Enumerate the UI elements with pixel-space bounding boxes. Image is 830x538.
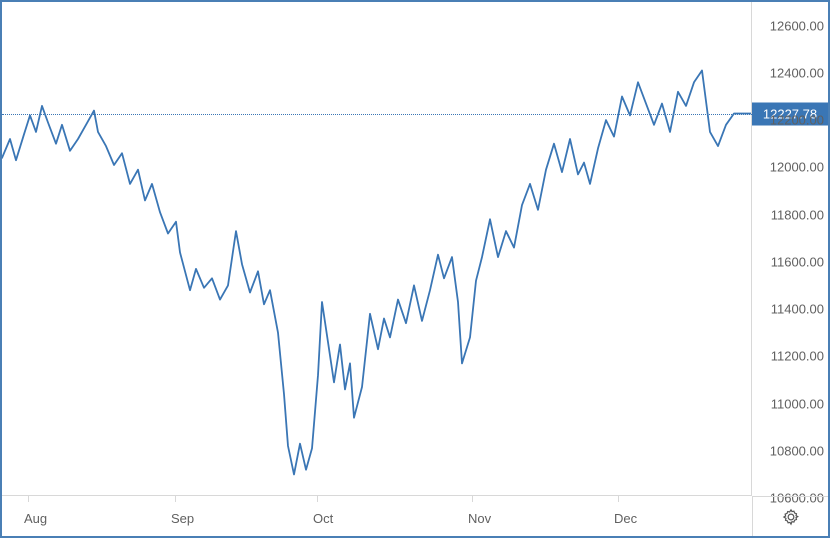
price-chart: 12227.78 10600.0010800.0011000.0011200.0… xyxy=(0,0,830,538)
y-tick-label: 12600.00 xyxy=(770,18,824,33)
current-price-line xyxy=(2,114,752,115)
y-tick-label: 11000.00 xyxy=(771,396,824,411)
x-tick-mark xyxy=(317,496,318,502)
y-tick-label: 11800.00 xyxy=(771,207,824,222)
x-tick-label: Aug xyxy=(24,511,47,526)
y-tick-label: 12200.00 xyxy=(770,113,824,128)
x-axis: Aug Sep Oct Nov Dec xyxy=(2,495,752,536)
y-axis-line xyxy=(751,2,752,496)
y-tick-label: 11400.00 xyxy=(771,302,824,317)
x-tick-mark xyxy=(28,496,29,502)
x-tick-label: Oct xyxy=(313,511,333,526)
x-tick-mark xyxy=(175,496,176,502)
y-tick-label: 12400.00 xyxy=(770,65,824,80)
x-tick-label: Dec xyxy=(614,511,637,526)
line-series xyxy=(2,2,754,498)
y-tick-label: 11200.00 xyxy=(771,349,824,364)
x-tick-label: Sep xyxy=(171,511,194,526)
y-tick-label: 11600.00 xyxy=(771,254,824,269)
y-tick-label: 12000.00 xyxy=(770,160,824,175)
x-tick-label: Nov xyxy=(468,511,491,526)
y-tick-label: 10800.00 xyxy=(770,443,824,458)
gear-icon xyxy=(782,508,800,526)
x-tick-mark xyxy=(618,496,619,502)
settings-button[interactable] xyxy=(752,496,828,536)
x-tick-mark xyxy=(472,496,473,502)
